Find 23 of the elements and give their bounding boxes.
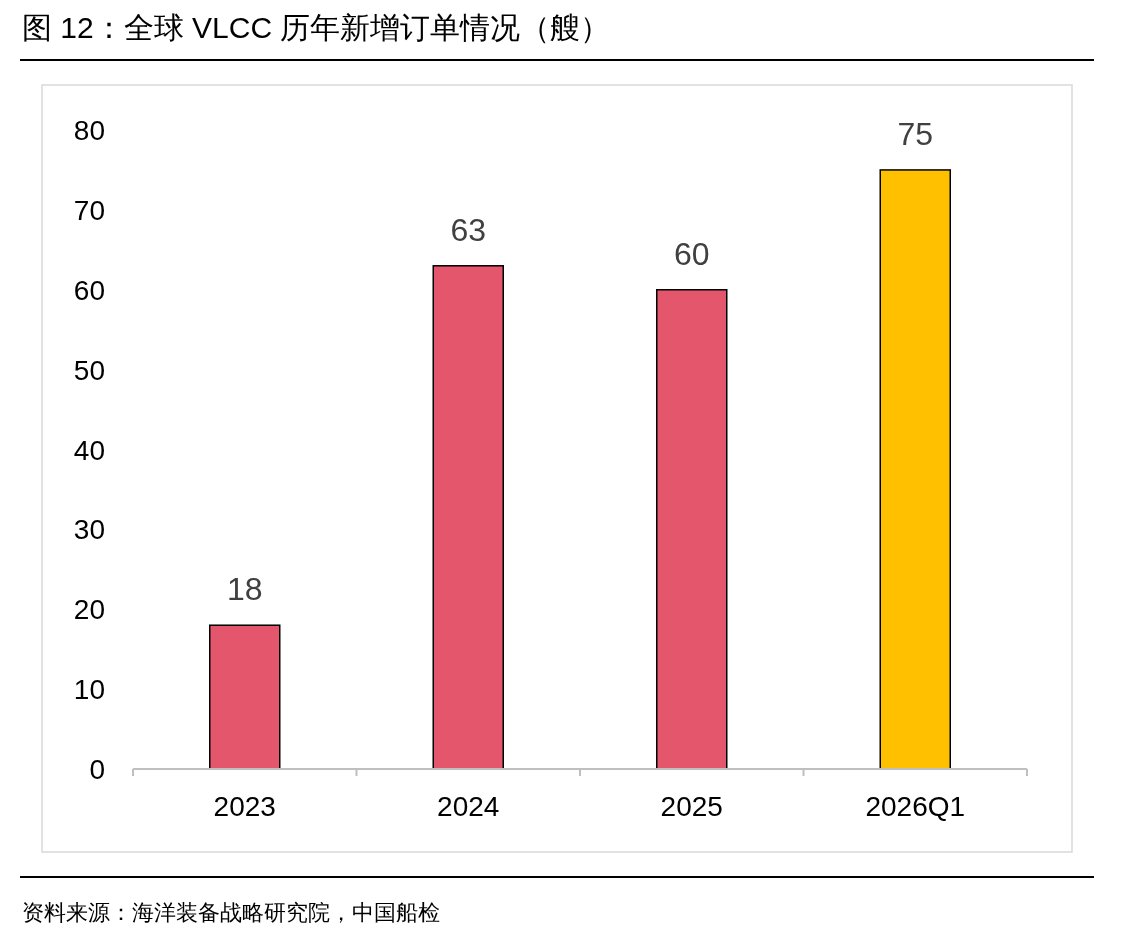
bar — [209, 624, 281, 770]
data-label: 63 — [450, 211, 487, 248]
data-label: 18 — [226, 571, 263, 608]
text: 资料来源：海洋装备战略研究院，中国船检 — [22, 900, 440, 925]
y-tick-label: 70 — [73, 194, 105, 226]
bar — [432, 265, 504, 770]
y-tick-label: 10 — [73, 674, 105, 706]
y-tick-label: 0 — [89, 754, 105, 785]
y-tick-label: 50 — [73, 354, 105, 386]
data-label: 60 — [673, 235, 710, 272]
bar — [879, 169, 951, 770]
y-tick-label: 20 — [73, 594, 105, 626]
x-tick-label: 2024 — [437, 791, 500, 822]
bar — [656, 289, 728, 770]
data-label: 75 — [897, 115, 934, 152]
x-tick-label: 2025 — [660, 791, 723, 822]
x-tick-label: 2023 — [213, 791, 276, 822]
y-tick-label: 60 — [73, 274, 105, 306]
x-tick-label: 2026Q1 — [865, 791, 966, 822]
y-tick-label: 40 — [73, 434, 105, 466]
chart-title: 图 12：全球 VLCC 历年新增订单情况（艘） — [22, 11, 611, 44]
y-tick-label: 30 — [73, 514, 105, 546]
y-tick-label: 80 — [73, 115, 105, 146]
